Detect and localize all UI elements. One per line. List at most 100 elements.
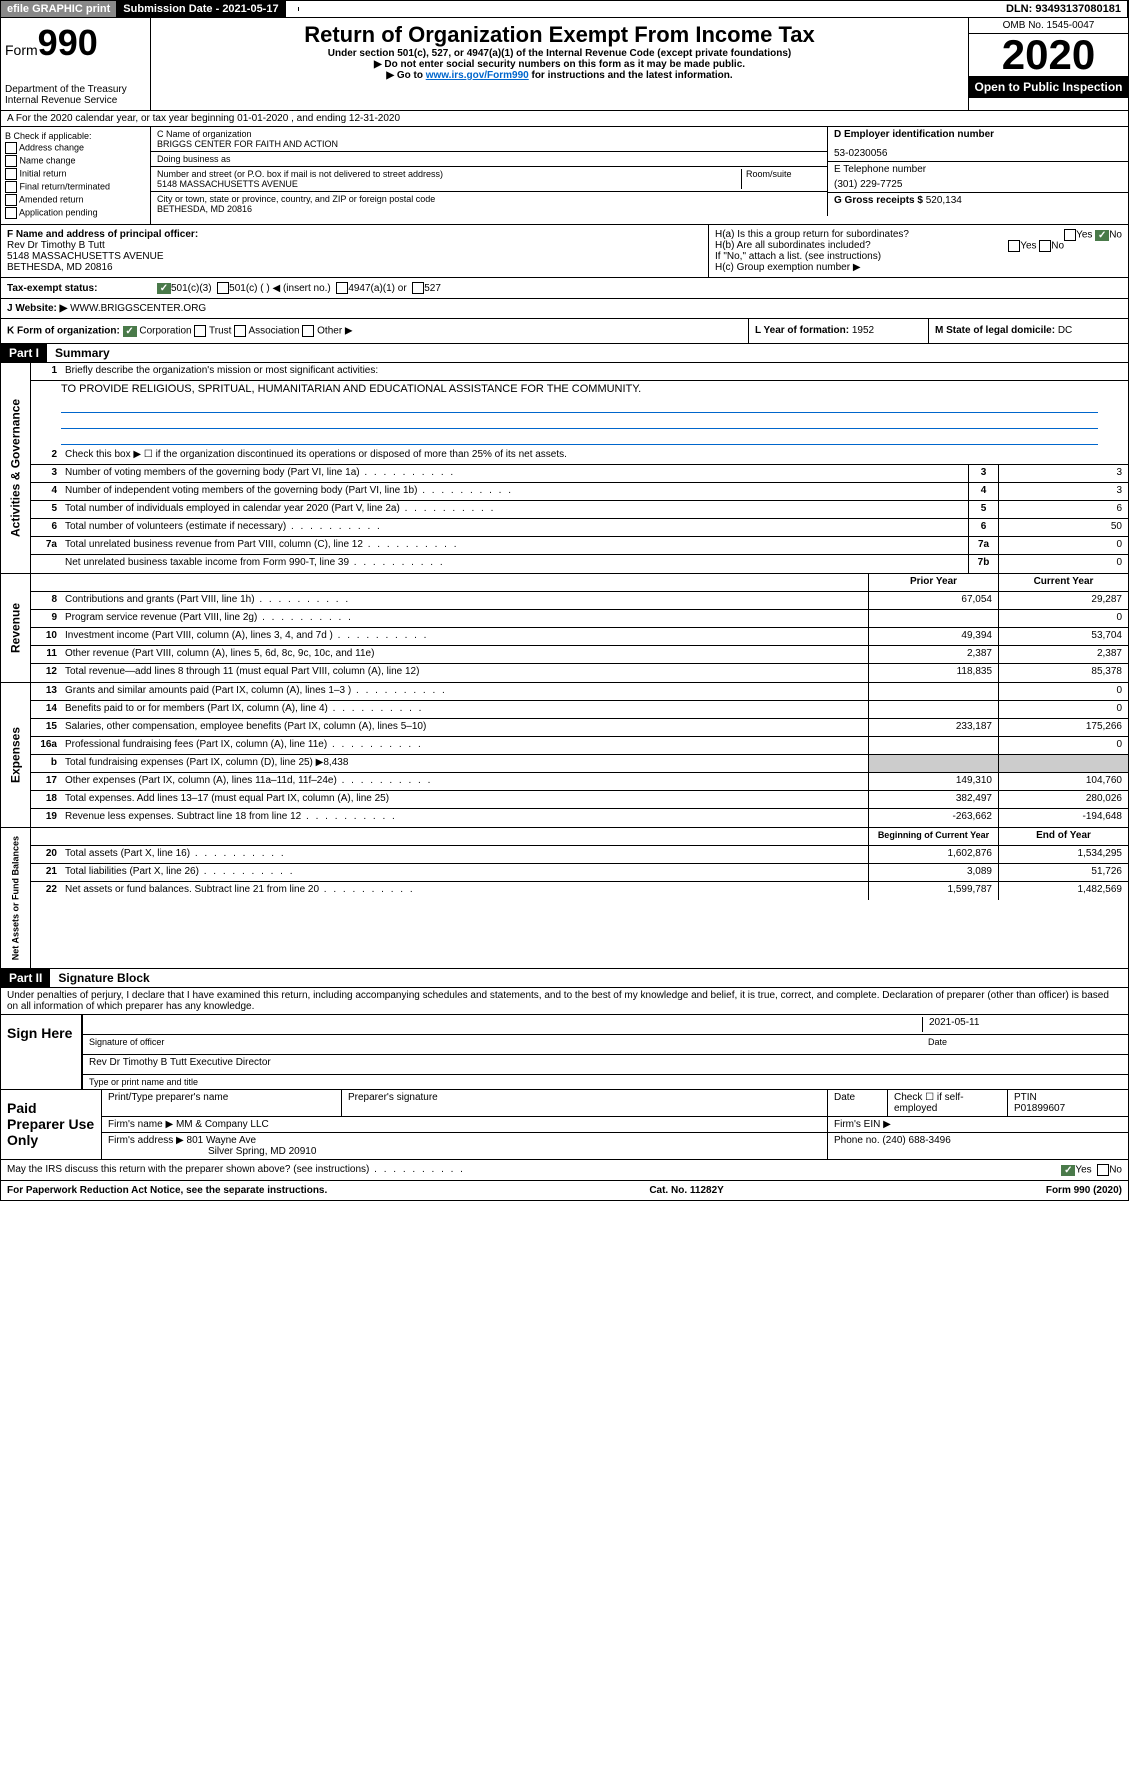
hb-label: H(b) Are all subordinates included?	[715, 240, 871, 251]
part1-title: Summary	[47, 344, 118, 362]
initial-return-check[interactable]: Initial return	[5, 168, 146, 180]
firm-ein-label: Firm's EIN ▶	[828, 1117, 1128, 1132]
line15-desc: Salaries, other compensation, employee b…	[61, 719, 868, 736]
current-year-hdr: Current Year	[998, 574, 1128, 591]
line19-prior: -263,662	[868, 809, 998, 827]
website-label: J Website: ▶	[7, 303, 67, 314]
org-city: BETHESDA, MD 20816	[157, 204, 821, 214]
paid-preparer-label: Paid Preparer Use Only	[1, 1090, 101, 1159]
website-row: J Website: ▶ WWW.BRIGGSCENTER.ORG	[0, 299, 1129, 319]
side-expenses: Expenses	[1, 683, 31, 827]
line20-desc: Total assets (Part X, line 16)	[61, 846, 868, 863]
form-number: 990	[38, 22, 98, 63]
tax-exempt-row: Tax-exempt status: ✓ 501(c)(3) 501(c) ( …	[0, 278, 1129, 299]
line17-desc: Other expenses (Part IX, column (A), lin…	[61, 773, 868, 790]
4947-check[interactable]	[336, 282, 348, 294]
line16b-desc: Total fundraising expenses (Part IX, col…	[61, 755, 868, 772]
line10-desc: Investment income (Part VIII, column (A)…	[61, 628, 868, 645]
line22-end: 1,482,569	[998, 882, 1128, 900]
line12-desc: Total revenue—add lines 8 through 11 (mu…	[61, 664, 868, 682]
assoc-check[interactable]	[234, 325, 246, 337]
line11-curr: 2,387	[998, 646, 1128, 663]
527-check[interactable]	[412, 282, 424, 294]
irs-link[interactable]: www.irs.gov/Form990	[426, 70, 529, 81]
line17-prior: 149,310	[868, 773, 998, 790]
line8-prior: 67,054	[868, 592, 998, 609]
gross-label: G Gross receipts $	[834, 195, 923, 206]
form-label: Form	[5, 42, 38, 58]
line19-desc: Revenue less expenses. Subtract line 18 …	[61, 809, 868, 827]
phone-label: Phone no.	[834, 1135, 880, 1146]
type-print-label: Type or print name and title	[83, 1075, 1128, 1089]
line22-desc: Net assets or fund balances. Subtract li…	[61, 882, 868, 900]
other-check[interactable]	[302, 325, 314, 337]
line21-end: 51,726	[998, 864, 1128, 881]
tax-year: 2020	[969, 34, 1128, 76]
row-fh: F Name and address of principal officer:…	[0, 225, 1129, 278]
line13-curr: 0	[998, 683, 1128, 700]
line11-prior: 2,387	[868, 646, 998, 663]
part1-header: Part ISummary	[0, 344, 1129, 363]
ein: 53-0230056	[834, 148, 1122, 159]
trust-check[interactable]	[194, 325, 206, 337]
line4-val: 3	[998, 483, 1128, 500]
discuss-no-check[interactable]	[1097, 1164, 1109, 1176]
row-klm: K Form of organization: ✓ Corporation Tr…	[0, 319, 1129, 344]
check-b-label: B Check if applicable:	[5, 131, 146, 141]
mission-text: TO PROVIDE RELIGIOUS, SPRITUAL, HUMANITA…	[31, 381, 1128, 397]
line5-desc: Total number of individuals employed in …	[61, 501, 968, 518]
dept: Department of the Treasury	[5, 84, 146, 95]
line20-end: 1,534,295	[998, 846, 1128, 863]
line13-prior	[868, 683, 998, 700]
line7b-val: 0	[998, 555, 1128, 573]
mission-line	[61, 415, 1098, 429]
self-employed-check[interactable]: Check ☐ if self-employed	[888, 1090, 1008, 1116]
form-title: Return of Organization Exempt From Incom…	[155, 22, 964, 48]
declaration-text: Under penalties of perjury, I declare th…	[0, 988, 1129, 1015]
amended-return-check[interactable]: Amended return	[5, 194, 146, 206]
part2-title: Signature Block	[50, 969, 157, 987]
ptin: P01899607	[1014, 1103, 1122, 1114]
officer-label: F Name and address of principal officer:	[7, 229, 702, 240]
part1-label: Part I	[1, 344, 47, 362]
corp-check[interactable]: ✓	[123, 326, 137, 337]
line22-beg: 1,599,787	[868, 882, 998, 900]
hb-yes-check[interactable]	[1008, 240, 1020, 252]
line9-desc: Program service revenue (Part VIII, line…	[61, 610, 868, 627]
side-revenue: Revenue	[1, 574, 31, 682]
line12-prior: 118,835	[868, 664, 998, 682]
officer-name: Rev Dr Timothy B Tutt	[7, 240, 702, 251]
line7a-desc: Total unrelated business revenue from Pa…	[61, 537, 968, 554]
state-domicile-label: M State of legal domicile:	[935, 325, 1055, 336]
addr-change-check[interactable]: Address change	[5, 142, 146, 154]
line8-curr: 29,287	[998, 592, 1128, 609]
date-label: Date	[922, 1037, 1122, 1052]
open-to-public: Open to Public Inspection	[969, 76, 1128, 98]
org-name-label: C Name of organization	[157, 129, 821, 139]
line6-val: 50	[998, 519, 1128, 536]
dln: DLN: 93493137080181	[1000, 1, 1128, 17]
firm-phone: (240) 688-3496	[882, 1135, 950, 1146]
application-pending-check[interactable]: Application pending	[5, 207, 146, 219]
ha-no-check[interactable]: ✓	[1095, 230, 1109, 241]
line21-desc: Total liabilities (Part X, line 26)	[61, 864, 868, 881]
discuss-yes-check[interactable]: ✓	[1061, 1165, 1075, 1176]
submission-date: Submission Date - 2021-05-17	[117, 1, 285, 17]
line14-prior	[868, 701, 998, 718]
501c3-check[interactable]: ✓	[157, 283, 171, 294]
ha-label: H(a) Is this a group return for subordin…	[715, 229, 909, 240]
subtitle-1: Under section 501(c), 527, or 4947(a)(1)…	[155, 48, 964, 59]
line20-beg: 1,602,876	[868, 846, 998, 863]
sign-here-section: Sign Here 2021-05-11 Signature of office…	[0, 1015, 1129, 1090]
name-change-check[interactable]: Name change	[5, 155, 146, 167]
efile-button[interactable]: efile GRAPHIC print	[1, 1, 117, 17]
sign-here-label: Sign Here	[1, 1015, 81, 1089]
ha-yes-check[interactable]	[1064, 229, 1076, 241]
hb-no-check[interactable]	[1039, 240, 1051, 252]
line16a-desc: Professional fundraising fees (Part IX, …	[61, 737, 868, 754]
501c-check[interactable]	[217, 282, 229, 294]
final-return-check[interactable]: Final return/terminated	[5, 181, 146, 193]
city-label: City or town, state or province, country…	[157, 194, 821, 204]
end-year-hdr: End of Year	[998, 828, 1128, 845]
part2-label: Part II	[1, 969, 50, 987]
